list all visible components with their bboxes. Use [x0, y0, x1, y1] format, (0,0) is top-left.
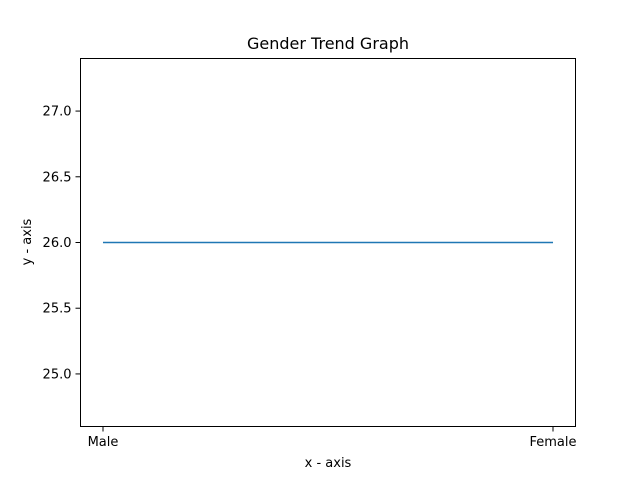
- x-axis: Male Female: [88, 426, 577, 450]
- x-axis-label: x - axis: [305, 456, 352, 471]
- y-axis: 25.0 25.5 26.0 26.5 27.0: [43, 105, 81, 382]
- y-tick-label-4: 27.0: [43, 105, 72, 120]
- y-tick-label-2: 26.0: [43, 236, 72, 251]
- y-tick-label-1: 25.5: [43, 302, 72, 317]
- chart-title: Gender Trend Graph: [247, 34, 409, 53]
- y-tick-label-3: 26.5: [43, 170, 72, 185]
- x-tick-label-1: Female: [529, 435, 576, 450]
- y-tick-label-0: 25.0: [43, 367, 72, 382]
- x-tick-label-0: Male: [88, 435, 119, 450]
- y-axis-label: y - axis: [20, 218, 35, 265]
